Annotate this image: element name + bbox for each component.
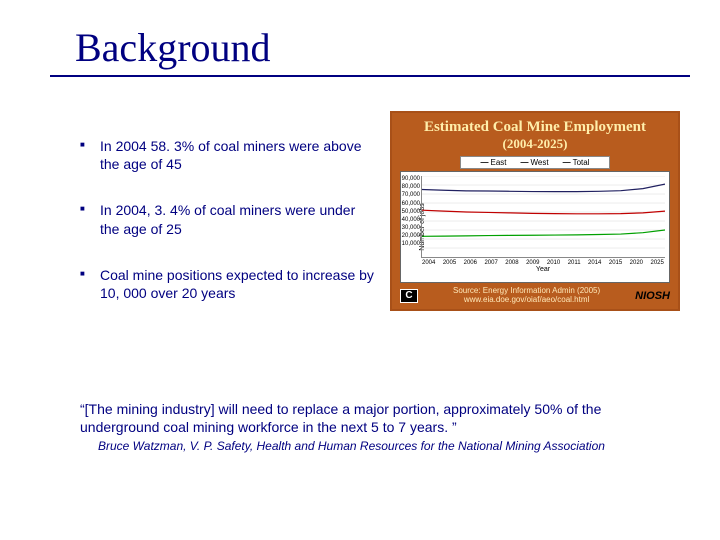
slide-title: Background [75,24,680,71]
chart-lines [422,176,665,257]
quote-block: “[The mining industry] will need to repl… [80,400,680,452]
bullet-item: In 2004 58. 3% of coal miners were above… [80,137,374,173]
chart-corner-right: NIOSH [635,290,670,302]
bullet-item: In 2004, 3. 4% of coal miners were under… [80,201,374,237]
chart-container: Estimated Coal Mine Employment (2004-202… [390,111,680,311]
legend-item: West [521,158,549,167]
content-row: In 2004 58. 3% of coal miners were above… [80,137,680,330]
bullet-item: Coal mine positions expected to increase… [80,266,374,302]
chart-title: Estimated Coal Mine Employment [400,119,670,136]
slide: Background In 2004 58. 3% of coal miners… [0,0,720,540]
quote-cite: Bruce Watzman, V. P. Safety, Health and … [80,439,674,453]
chart-subtitle: (2004-2025) [400,136,670,152]
chart-plot: Number of jobs 90,00080,00070,00060,0005… [400,171,670,283]
quote-text: “[The mining industry] will need to repl… [80,400,674,436]
chart-legend: East West Total [460,156,610,169]
bullet-list: In 2004 58. 3% of coal miners were above… [80,137,374,330]
chart-footer: C Source: Energy Information Admin (2005… [400,287,670,305]
chart-source: Source: Energy Information Admin (2005) … [418,287,635,305]
chart-corner-left: C [400,289,418,303]
chart-source-line: www.eia.doe.gov/oiaf/aeo/coal.html [418,296,635,305]
y-ticks: 90,00080,00070,00060,00050,00040,00030,0… [394,176,420,257]
title-rule [50,75,690,77]
chart-card: Estimated Coal Mine Employment (2004-202… [390,111,680,311]
plot-area: 90,00080,00070,00060,00050,00040,00030,0… [421,176,665,258]
chart-xlabel: Year [421,266,665,273]
legend-item: East [481,158,507,167]
legend-item: Total [563,158,590,167]
